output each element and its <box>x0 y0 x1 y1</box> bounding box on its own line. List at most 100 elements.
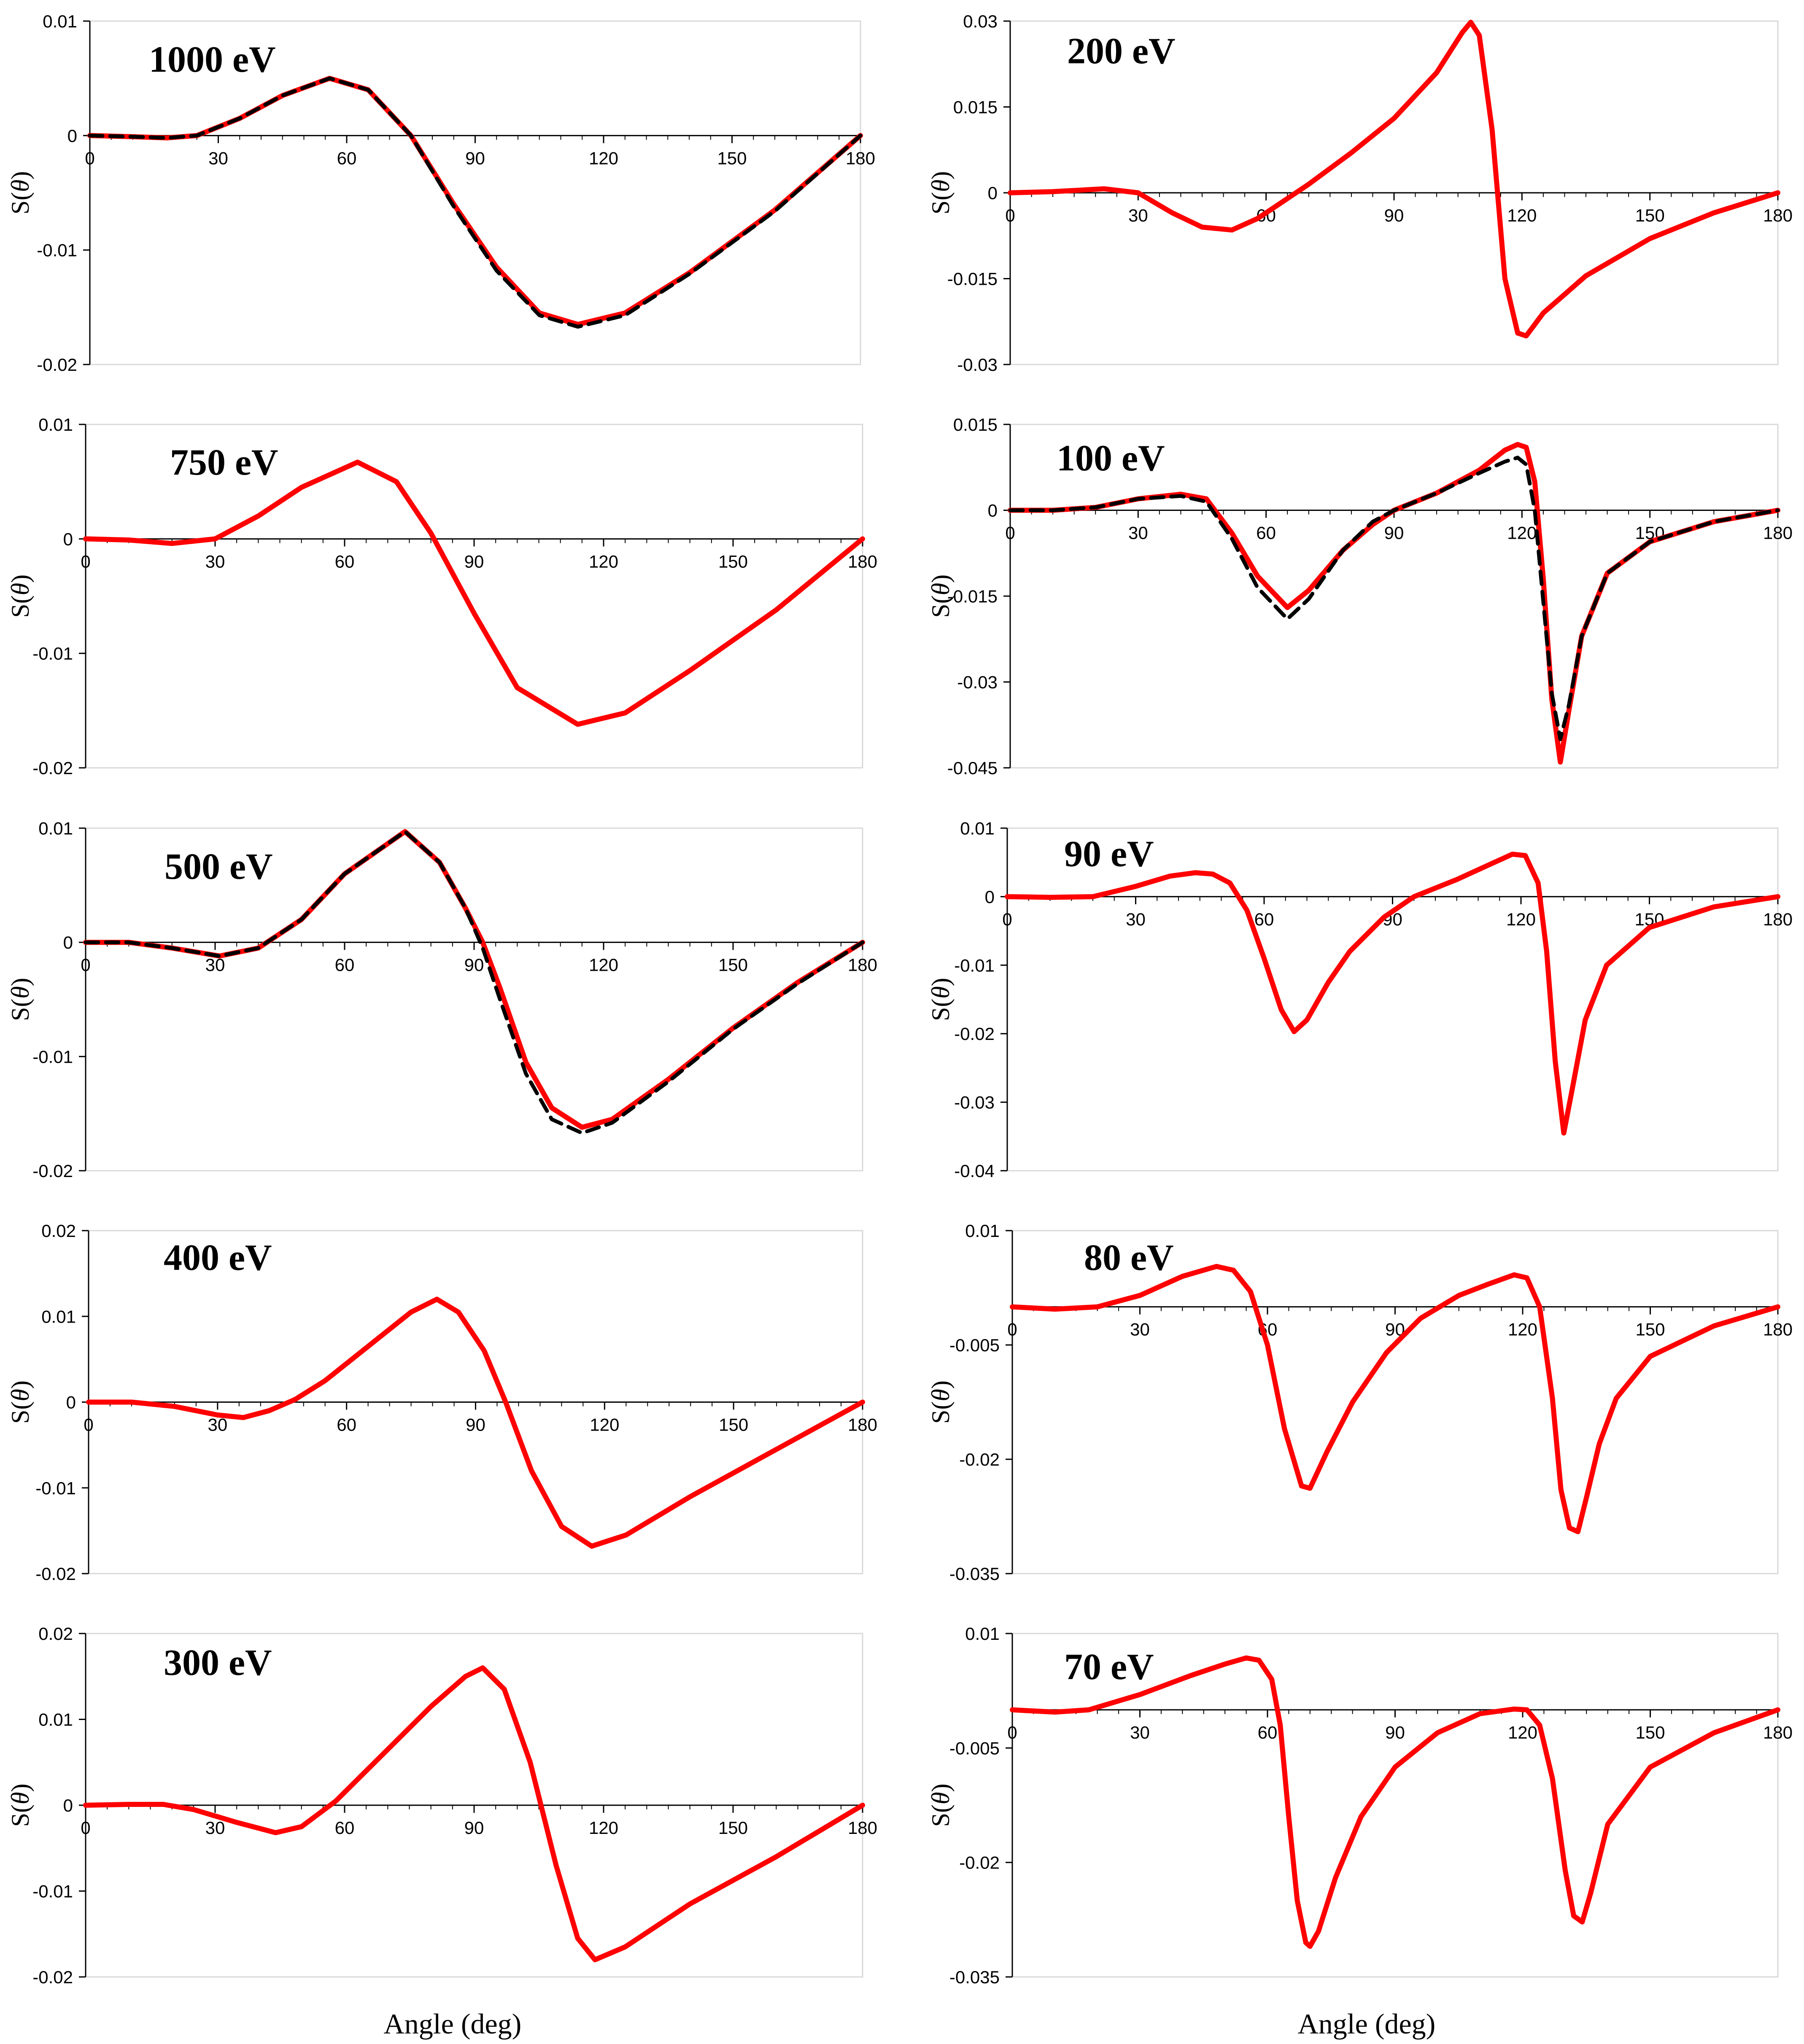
y-axis-label-suffix: ) <box>927 1380 955 1389</box>
x-tick-label: 180 <box>846 148 875 168</box>
plot-frame <box>1006 827 1779 1172</box>
series-line-dashed <box>1008 456 1780 741</box>
x-tick-label: 180 <box>1763 205 1793 225</box>
chart-panel-5: 0 30 60 90 120 150 180 0.02 0.01 0 -0.01 -0.02 S(θ) 3… <box>6 1624 877 1987</box>
y-axis-label-prefix: S( <box>6 999 34 1021</box>
x-axis-label-right: Angle (deg) <box>1298 2008 1436 2040</box>
x-tick-label: 180 <box>848 551 877 571</box>
y-axis-label-symbol: θ <box>927 1389 955 1401</box>
y-axis-label-suffix: ) <box>927 1784 955 1792</box>
x-tick-label: 60 <box>337 148 357 168</box>
y-axis-label-suffix: ) <box>6 1380 34 1389</box>
y-tick-label: 0.01 <box>41 1307 76 1326</box>
panels-group: 0 30 60 90 120 150 1800.010-0.01-0.02S(θ)1000 … <box>6 11 1793 1987</box>
y-axis-label-symbol: θ <box>927 180 955 192</box>
series-line-solid <box>83 1665 865 1963</box>
y-tick-label: -0.035 <box>949 1967 1000 1987</box>
x-tick-label: 0 <box>81 1818 90 1838</box>
x-tick-label: 0 <box>85 148 94 168</box>
y-tick-label: -0.02 <box>32 1967 73 1987</box>
series-line-solid <box>1010 1264 1780 1534</box>
chart-panel-1: 0 30 60 90 120 150 180 0.01 0 -0.01 -0.02 S(θ) 1000 … <box>6 11 875 375</box>
y-axis-label: S(θ) <box>927 575 955 618</box>
x-tick-label: 180 <box>1763 1723 1793 1742</box>
y-axis-label-prefix: S( <box>927 999 955 1021</box>
y-tick-label: -0.02 <box>959 1450 1000 1469</box>
chart-panel-2: 0 30 60 90 120 150 180 0.01 0 -0.01 -0.02 S(θ) 750 e… <box>6 415 877 778</box>
y-axis-label-suffix: ) <box>6 575 34 583</box>
y-tick-label: -0.015 <box>947 586 998 606</box>
panel-title: 90 eV <box>1064 834 1154 875</box>
panel-title: 400 eV <box>164 1237 272 1278</box>
y-tick-label: 0.01 <box>38 1710 73 1730</box>
x-tick-label: 120 <box>1507 523 1537 543</box>
series-line-solid <box>83 459 865 727</box>
series-line-solid <box>1008 442 1780 765</box>
x-tick-label: 60 <box>1258 1723 1278 1742</box>
y-tick-label: 0 <box>63 1796 73 1815</box>
y-axis-label-suffix: ) <box>6 171 34 180</box>
y-axis-label-prefix: S( <box>927 192 955 214</box>
x-tick-label: 180 <box>1763 909 1793 929</box>
y-axis-label-prefix: S( <box>6 1401 34 1424</box>
panel-title: 100 eV <box>1057 438 1165 479</box>
x-tick-label: 120 <box>1506 909 1536 929</box>
y-tick-label: 0 <box>988 501 998 521</box>
y-tick-label: -0.015 <box>947 269 998 289</box>
y-tick-label: 0.015 <box>953 97 998 117</box>
chart-panel-4: 0 30 60 90 120 150 1800.020.010-0.01-0.02S(θ)4… <box>6 1221 877 1584</box>
series-line-solid <box>1008 19 1780 339</box>
y-tick-label: -0.03 <box>954 1093 995 1112</box>
y-axis-label-suffix: ) <box>6 1784 34 1792</box>
y-tick-label: 0.02 <box>38 1624 73 1644</box>
y-axis-label: S(θ) <box>6 575 34 618</box>
y-axis-label: S(θ) <box>6 1784 34 1827</box>
y-tick-label: -0.02 <box>32 758 73 778</box>
y-tick-label: 0.01 <box>960 818 995 838</box>
y-tick-label: -0.01 <box>32 644 73 664</box>
x-tick-label: 30 <box>1130 1320 1150 1339</box>
x-tick-label: 120 <box>589 1818 618 1838</box>
y-tick-label: -0.005 <box>949 1738 1000 1758</box>
x-tick-label: 30 <box>208 148 228 168</box>
y-tick-label: -0.02 <box>32 1161 73 1181</box>
y-tick-label: -0.045 <box>947 758 998 778</box>
panel-title: 80 eV <box>1084 1237 1174 1278</box>
panel-title: 500 eV <box>164 846 273 887</box>
x-tick-label: 150 <box>719 1415 748 1435</box>
x-tick-label: 0 <box>81 955 90 975</box>
y-axis-label-suffix: ) <box>6 978 34 986</box>
y-tick-label: 0 <box>66 1393 76 1412</box>
x-tick-label: 180 <box>848 1415 877 1435</box>
panel-title: 750 eV <box>170 442 278 483</box>
y-axis-label: S(θ) <box>6 978 34 1021</box>
x-tick-label: 0 <box>1002 909 1012 929</box>
x-tick-label: 150 <box>718 955 748 975</box>
chart-panel-9: 0 30 60 90 120 150 1800.01-0.005-0.02-0.035S(θ… <box>927 1221 1793 1584</box>
series-line-solid <box>1010 1655 1780 1949</box>
x-tick-label: 120 <box>589 955 618 975</box>
y-tick-label: -0.01 <box>32 1047 73 1067</box>
y-tick-label: -0.01 <box>35 1478 76 1498</box>
x-tick-label: 150 <box>718 1818 748 1838</box>
series-line-solid <box>1005 851 1780 1136</box>
x-tick-label: 90 <box>466 1415 485 1435</box>
y-tick-label: -0.02 <box>959 1853 1000 1873</box>
series-line-dashed <box>88 76 863 329</box>
y-tick-label: 0 <box>985 887 995 907</box>
y-axis-label-prefix: S( <box>927 1401 955 1424</box>
y-tick-label: 0.01 <box>38 818 73 838</box>
y-axis-label-suffix: ) <box>927 575 955 583</box>
chart-panel-8: 0 30 60 90 120 150 1800.010-0.01-0.02-0.03-0.0… <box>927 818 1793 1181</box>
x-tick-label: 60 <box>335 551 355 571</box>
y-axis-label-symbol: θ <box>927 1792 955 1804</box>
y-tick-label: -0.035 <box>949 1564 1000 1584</box>
y-tick-label: 0.01 <box>965 1624 1000 1644</box>
x-tick-label: 150 <box>718 551 748 571</box>
y-axis-label: S(θ) <box>927 1380 955 1424</box>
x-tick-label: 120 <box>1508 1723 1537 1742</box>
y-axis-label-symbol: θ <box>927 583 955 595</box>
series-line-dashed <box>84 829 865 1135</box>
y-axis-label-prefix: S( <box>927 1804 955 1827</box>
